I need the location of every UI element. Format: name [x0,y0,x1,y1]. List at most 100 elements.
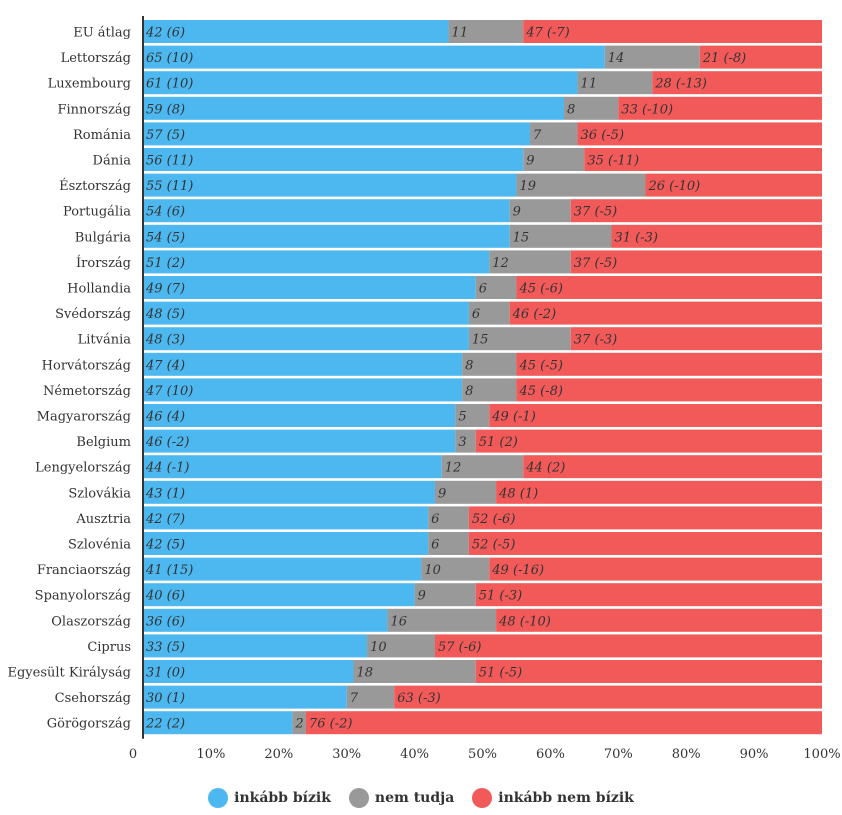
bar-inkabb-nem-bizik [394,685,822,709]
category-label: Németország [43,384,131,399]
bar-inkabb-nem-bizik [475,429,822,453]
data-label: 37 (-3) [574,333,617,348]
data-label: 46 (-2) [145,435,189,450]
data-label: 48 (3) [145,333,185,348]
bar-nem-tudja [462,352,517,376]
data-label: 19 [519,179,536,194]
bar-inkabb-nem-bizik [523,20,822,43]
x-tick-label: 70% [604,747,633,762]
x-tick-label: 10% [196,747,225,762]
data-label: 36 (-5) [581,128,624,143]
bar-inkabb-nem-bizik [468,532,822,555]
data-label: 14 [608,51,625,66]
data-label: 43 (1) [145,486,185,501]
bar-inkabb-nem-bizik [645,173,822,197]
bar-inkabb-nem-bizik [516,276,822,299]
bar-inkabb-bizik [143,480,435,504]
bar-inkabb-bizik [143,148,524,171]
x-tick-label: 0 [129,747,137,762]
bar-inkabb-bizik [143,173,517,197]
bar-inkabb-bizik [143,199,510,223]
bar-inkabb-bizik [143,122,531,146]
data-label: 6 [431,512,439,527]
bar-nem-tudja [428,506,469,530]
data-label: 40 (6) [145,589,185,604]
data-label: 55 (11) [146,179,193,194]
bar-nem-tudja [455,429,476,453]
bar-inkabb-bizik [143,557,422,581]
bar-inkabb-bizik [143,96,564,120]
bar-inkabb-bizik [143,506,429,530]
bar-inkabb-nem-bizik [489,404,822,427]
bar-inkabb-bizik [143,404,456,427]
bar-nem-tudja [489,250,571,274]
data-label: 10 [424,563,441,578]
legend: inkább bízik nem tudja inkább nem bízik [0,788,842,808]
data-label: 6 [472,307,480,322]
data-label: 31 (0) [146,666,185,681]
category-label: Lengyelország [35,461,131,476]
bar-inkabb-bizik [143,583,415,607]
data-label: 2 [294,717,303,732]
legend-swatch-nem-tudja [348,788,369,808]
bar-nem-tudja [414,583,476,607]
category-label: Bulgária [75,230,132,245]
bar-nem-tudja [346,685,395,709]
category-label: Szlovénia [68,538,131,553]
bar-nem-tudja [441,455,524,479]
category-label: EU átlag [73,26,131,41]
bar-inkabb-bizik [143,455,442,479]
legend-item-inkabb-bizik: inkább bízik [208,788,331,808]
bar-inkabb-bizik [143,276,476,299]
bar-inkabb-bizik [143,660,354,683]
data-label: 44 (-1) [145,461,189,476]
data-label: 15 [513,230,530,245]
stacked-bar-chart: EU átlag 42 (6) 11 47 (-7) Lettország 65 (10)… [8,16,841,762]
bar-inkabb-bizik [143,532,429,555]
data-label: 3 [458,435,466,450]
data-label: 56 (11) [146,154,193,169]
category-label: Belgium [76,435,131,450]
bar-nem-tudja [462,378,517,402]
x-tick-label: 40% [400,747,429,762]
data-label: 37 (-5) [574,256,617,271]
bar-inkabb-bizik [143,71,578,95]
legend-swatch-inkabb-nem-bizik [472,788,493,808]
bar-inkabb-bizik [143,634,368,658]
bar-nem-tudja [387,608,497,632]
bar-nem-tudja [516,173,646,197]
bar-inkabb-bizik [143,685,347,709]
bar-inkabb-bizik [143,352,463,376]
data-label: 15 [472,333,489,348]
bar-nem-tudja [292,711,306,735]
data-label: 26 (-10) [647,179,700,194]
bar-inkabb-bizik [143,327,469,351]
data-label: 47 (4) [145,358,185,373]
data-label: 28 (-13) [654,77,707,92]
category-label: Csehország [55,691,131,706]
bar-nem-tudja [509,224,612,248]
bar-inkabb-nem-bizik [570,199,822,223]
bar-inkabb-nem-bizik [496,608,822,632]
bar-inkabb-nem-bizik [434,634,822,658]
bar-nem-tudja [468,301,510,325]
bar-inkabb-bizik [143,711,293,735]
data-label: 30 (1) [146,691,185,706]
bar-nem-tudja [530,122,578,146]
category-label: Svédország [55,307,131,322]
bar-nem-tudja [577,71,653,95]
x-tick-label: 80% [672,747,701,762]
category-label: Észtország [59,178,131,194]
bar-inkabb-bizik [143,608,388,632]
data-label: 52 (-5) [472,538,515,553]
data-label: 46 (4) [145,410,185,425]
bar-inkabb-nem-bizik [652,71,822,95]
data-label: 33 (5) [146,640,185,655]
bar-nem-tudja [468,327,571,351]
data-label: 5 [458,410,466,425]
category-label: Szlovákia [68,486,131,501]
category-label: Románia [73,128,131,143]
bar-inkabb-bizik [143,45,605,69]
bar-nem-tudja [367,634,435,658]
data-label: 59 (8) [146,102,185,117]
